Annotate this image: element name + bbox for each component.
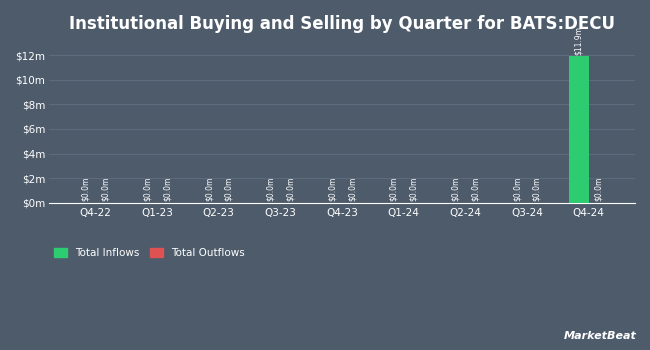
Text: $0.0m: $0.0m [224, 177, 233, 201]
Text: $0.0m: $0.0m [205, 177, 213, 201]
Text: $0.0m: $0.0m [532, 177, 541, 201]
Bar [569, 56, 589, 203]
Text: $0.0m: $0.0m [348, 177, 356, 201]
Text: $0.0m: $0.0m [143, 177, 152, 201]
Title: Institutional Buying and Selling by Quarter for BATS:DECU: Institutional Buying and Selling by Quar… [69, 15, 615, 33]
Text: $0.0m: $0.0m [101, 177, 110, 201]
Text: MarketBeat: MarketBeat [564, 331, 637, 341]
Text: $0.0m: $0.0m [266, 177, 275, 201]
Text: $11.9m: $11.9m [575, 26, 583, 55]
Text: $0.0m: $0.0m [286, 177, 295, 201]
Text: $0.0m: $0.0m [451, 177, 460, 201]
Legend: Total Inflows, Total Outflows: Total Inflows, Total Outflows [55, 248, 244, 258]
Text: $0.0m: $0.0m [389, 177, 398, 201]
Text: $0.0m: $0.0m [471, 177, 480, 201]
Text: $0.0m: $0.0m [513, 177, 522, 201]
Text: $0.0m: $0.0m [409, 177, 418, 201]
Text: $0.0m: $0.0m [162, 177, 172, 201]
Text: $0.0m: $0.0m [594, 177, 603, 201]
Text: $0.0m: $0.0m [81, 177, 90, 201]
Text: $0.0m: $0.0m [328, 177, 337, 201]
